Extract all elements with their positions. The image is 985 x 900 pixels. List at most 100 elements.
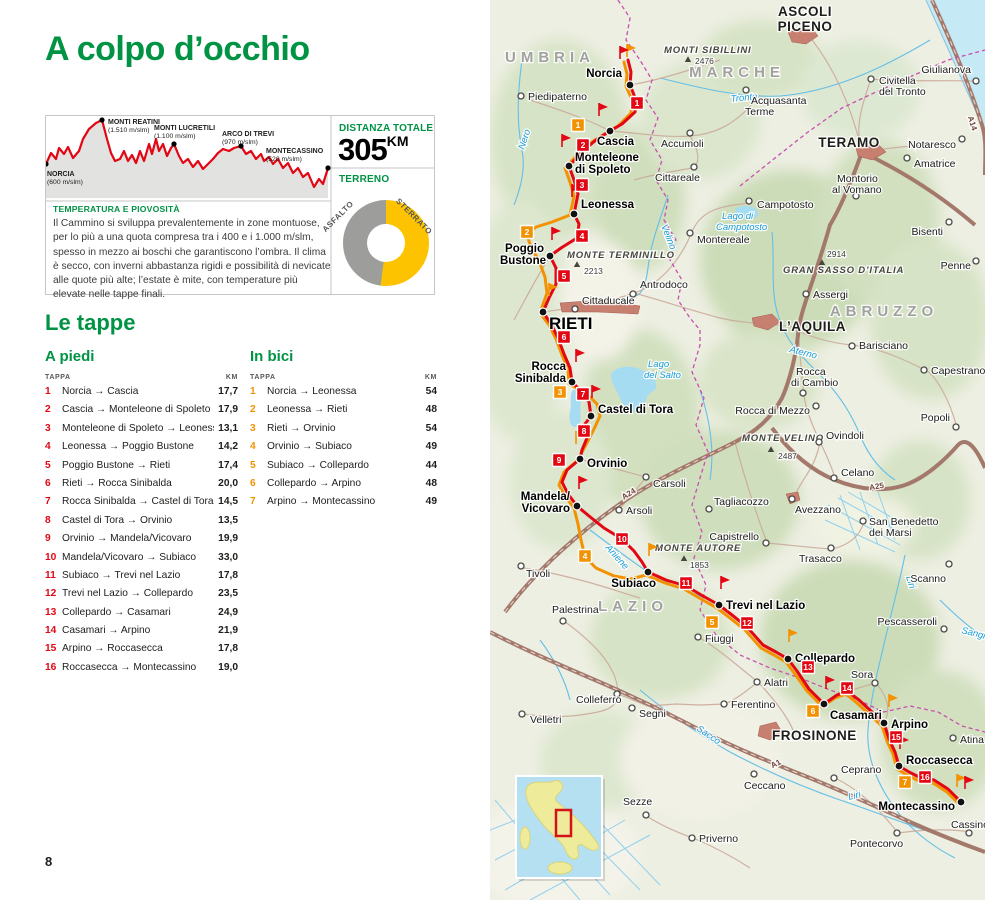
- stage-marker: [574, 177, 590, 193]
- stage-number: 3: [250, 422, 256, 434]
- town-label: di Cambio: [791, 377, 838, 389]
- peak-label: GRAN SASSO D’ITALIA: [783, 265, 904, 276]
- stage-row: 1 Norcia → Leonessa 54: [250, 386, 437, 404]
- elevation-profile-chart: NORCIA(600 m/slm) MONTI REATINI(1.510 m/s…: [46, 116, 434, 294]
- town-label: Amatrice: [914, 158, 956, 170]
- peak-icon: [680, 555, 688, 561]
- stage-flag-icon: [552, 227, 561, 235]
- profile-point: [238, 143, 244, 149]
- stage-marker-number: 2: [581, 140, 586, 150]
- stage-number: 16: [45, 661, 57, 673]
- stage-row: 3 Rieti → Orvinio 54: [250, 423, 437, 441]
- bike-route-line: [525, 60, 961, 806]
- stage-marker: [519, 224, 535, 240]
- stage-row: 15 Arpino → Roccasecca 17,8: [45, 643, 238, 661]
- route-stop-label: Castel di Tora: [598, 404, 674, 416]
- town-label: Trasacco: [799, 553, 842, 565]
- stage-flag-icon: [826, 676, 835, 684]
- stage-marker: [556, 268, 572, 284]
- distanza-totale-value: 305KM: [338, 132, 409, 167]
- stage-route: Cascia → Monteleone di Spoleto: [62, 404, 211, 416]
- stage-row: 5 Poggio Bustone → Rieti 17,4: [45, 460, 238, 478]
- town-dot: [571, 305, 579, 313]
- profile-point-elevation: (1.510 m/slm): [108, 127, 150, 134]
- town-dot: [788, 495, 796, 503]
- peak-elevation: 2487: [778, 451, 797, 461]
- major-city-label: PICENO: [778, 19, 833, 34]
- major-city-label: TERAMO: [818, 135, 880, 150]
- stage-marker: [552, 384, 568, 400]
- peak-label: MONTE VELINO: [742, 433, 824, 444]
- stage-row: 7 Rocca Sinibalda → Castel di Tora 14,5: [45, 496, 238, 514]
- stage-km: 19,0: [218, 661, 238, 673]
- stage-marker: [574, 228, 590, 244]
- stage-number: 15: [45, 643, 57, 655]
- route-stop-dot: [586, 411, 596, 421]
- stage-marker-number: 4: [583, 551, 588, 561]
- stage-marker: [739, 615, 755, 631]
- water-label: Liri: [847, 789, 863, 803]
- town-dot: [642, 473, 650, 481]
- town-label: al Vomano: [832, 184, 882, 196]
- in-bici-rows: 1 Norcia → Leonessa 54 2 Leonessa → Rieti 48 3…: [250, 386, 437, 515]
- route-stop-dot: [564, 161, 574, 171]
- stage-route: Monteleone di Spoleto → Leonessa: [62, 422, 215, 434]
- peak-label: MONTE AUTORE: [655, 543, 741, 554]
- route-stop-dot: [819, 699, 829, 709]
- route-stop-label: Rocca: [531, 361, 566, 373]
- town-label: Ceprano: [841, 764, 881, 776]
- town-label: Cittaducale: [582, 295, 635, 307]
- table-header: TAPPA KM: [45, 374, 238, 381]
- peak-elevation: 1853: [690, 560, 709, 570]
- profile-point-label: NORCIA: [47, 171, 75, 178]
- stage-marker-number: 3: [558, 387, 563, 397]
- stage-km: 49: [425, 496, 437, 508]
- water-label: Lago di: [722, 211, 754, 222]
- region-label: ABRUZZO: [830, 303, 938, 320]
- col-tappa: TAPPA: [45, 374, 71, 381]
- stage-row: 6 Rieti → Rocca Sinibalda 20,0: [45, 478, 238, 496]
- town-label: Capistrello: [709, 531, 759, 543]
- stage-km: 21,9: [218, 625, 238, 637]
- stage-number: 2: [250, 404, 256, 416]
- stage-marker-number: 2: [525, 227, 530, 237]
- stage-row: 11 Subiaco → Trevi nel Lazio 17,8: [45, 570, 238, 588]
- inset-region-highlight: [554, 808, 573, 838]
- stage-km: 13,5: [218, 514, 238, 526]
- table-header: TAPPA KM: [250, 374, 437, 381]
- water-label: Tronto: [730, 91, 758, 105]
- town-dot: [812, 402, 820, 410]
- stage-row: 12 Trevi nel Lazio → Collepardo 23,5: [45, 588, 238, 606]
- town-dot: [848, 342, 856, 350]
- motorways: [490, 0, 985, 854]
- distanza-totale-label: DISTANZA TOTALE: [339, 123, 434, 134]
- stage-row: 4 Orvinio → Subiaco 49: [250, 441, 437, 459]
- town-label: Ferentino: [731, 699, 776, 711]
- stage-km: 54: [425, 422, 437, 434]
- stage-marker: [614, 531, 630, 547]
- profile-point-label: MONTECASSINO: [266, 148, 324, 155]
- stage-number: 7: [45, 496, 51, 508]
- stage-row: 2 Cascia → Monteleone di Spoleto 17,9: [45, 404, 238, 422]
- town-label: Atina: [960, 734, 984, 746]
- stage-route: Arpino → Montecassino: [267, 496, 376, 508]
- stage-flag-icon: [549, 283, 558, 291]
- stage-km: 17,9: [218, 404, 238, 416]
- stage-km: 33,0: [218, 551, 238, 563]
- town-label: Civitella: [879, 75, 916, 87]
- profile-point: [325, 165, 331, 171]
- route-stop-dot: [572, 501, 582, 511]
- profile-point-elevation: (600 m/slm): [47, 179, 83, 186]
- stage-marker: [839, 680, 855, 696]
- route-stop-label: Poggio: [505, 243, 544, 255]
- town-label: Celano: [841, 467, 874, 479]
- town-dot: [615, 506, 623, 514]
- town-label: Cassino: [951, 819, 985, 831]
- a-piedi-heading: A piedi: [45, 348, 95, 365]
- town-dot: [686, 129, 694, 137]
- route-stop-label: Bustone: [500, 255, 546, 267]
- stage-number: 4: [250, 441, 256, 453]
- town-dot: [705, 505, 713, 513]
- route-stop-dot: [545, 251, 555, 261]
